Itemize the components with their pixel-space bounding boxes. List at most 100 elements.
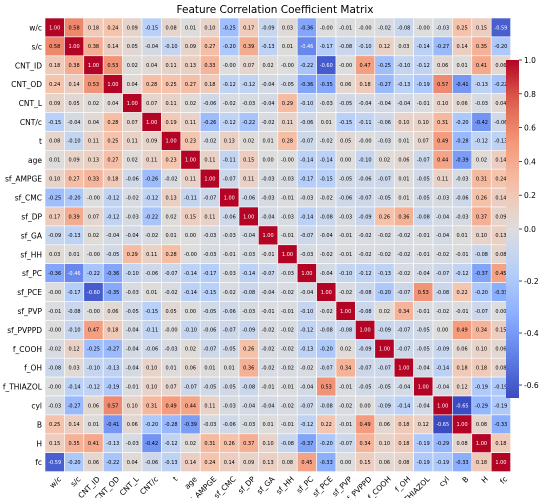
- cell-value-7-21: -0.39: [456, 158, 469, 164]
- cell-value-3-1: 0.14: [69, 82, 80, 88]
- cell-value-8-18: 0.01: [398, 176, 409, 182]
- cell-value-21-16: 0.49: [360, 422, 371, 428]
- cell-value-10-4: -0.03: [126, 214, 139, 220]
- y-tick-label-16: sf_PVPPD: [7, 326, 42, 335]
- y-tick-label-19: f_THIAZOL: [3, 383, 43, 392]
- y-tick-label-23: fc: [35, 458, 42, 467]
- x-tick-label-9: sf_CMC: [212, 475, 238, 498]
- cell-value-22-13: -0.37: [300, 441, 313, 447]
- cell-value-13-19: -0.04: [417, 271, 430, 277]
- cell-value-7-3: 0.27: [107, 158, 118, 164]
- cell-value-16-1: -0.10: [68, 328, 81, 334]
- cell-value-16-15: -0.08: [339, 328, 352, 334]
- cell-value-5-2: 0.04: [88, 120, 99, 126]
- cell-value-10-1: 0.39: [69, 214, 80, 220]
- cell-value-8-2: 0.33: [88, 176, 99, 182]
- x-tick-label-21: B: [460, 475, 470, 485]
- cell-value-13-6: -0.07: [165, 271, 178, 277]
- x-tick-label-5: CNT/c: [138, 475, 160, 497]
- cell-value-16-23: 0.15: [495, 328, 506, 334]
- cell-value-5-17: -0.06: [378, 120, 391, 126]
- cell-value-15-22: -0.07: [475, 309, 488, 315]
- cell-value-1-18: 0.03: [398, 44, 409, 50]
- cell-value-21-15: -0.01: [339, 422, 352, 428]
- cell-value-3-0: 0.24: [49, 82, 60, 88]
- cell-value-15-8: -0.05: [203, 309, 216, 315]
- cell-value-12-16: -0.02: [359, 252, 372, 258]
- cell-value-14-12: -0.02: [281, 290, 294, 296]
- cell-value-10-22: 0.37: [476, 214, 487, 220]
- cell-value-14-9: -0.02: [223, 290, 236, 296]
- cell-value-12-22: -0.08: [475, 252, 488, 258]
- cell-value-19-9: -0.05: [223, 384, 236, 390]
- cell-value-16-14: -0.08: [320, 328, 333, 334]
- cell-value-23-5: -0.06: [145, 460, 158, 466]
- cell-value-23-13: 0.45: [301, 460, 312, 466]
- cell-value-7-4: 0.02: [127, 158, 138, 164]
- cell-value-8-5: -0.26: [145, 176, 158, 182]
- cell-value-12-15: -0.01: [339, 252, 352, 258]
- cell-value-7-22: 0.02: [476, 158, 487, 164]
- cell-value-17-20: -0.09: [436, 347, 449, 353]
- cell-value-2-2: 1.00: [88, 63, 99, 69]
- cell-value-23-17: 0.06: [379, 460, 390, 466]
- cell-value-10-18: 0.36: [398, 214, 409, 220]
- cell-value-9-19: -0.05: [417, 195, 430, 201]
- cell-value-2-13: -0.22: [300, 63, 313, 69]
- cell-value-0-0: 1.00: [49, 25, 60, 31]
- cell-value-16-13: -0.12: [300, 328, 313, 334]
- cell-value-1-9: -0.20: [223, 44, 236, 50]
- cell-value-4-14: -0.03: [320, 101, 333, 107]
- cell-value-3-20: 0.57: [437, 82, 448, 88]
- cell-value-12-18: -0.02: [397, 252, 410, 258]
- cell-value-17-23: 0.06: [495, 347, 506, 353]
- cell-value-8-20: 0.11: [437, 176, 448, 182]
- cell-value-12-8: -0.03: [203, 252, 216, 258]
- y-tick-label-8: sf_AMPGE: [5, 175, 42, 184]
- cell-value-21-6: -0.28: [165, 422, 178, 428]
- cell-value-21-7: -0.39: [184, 422, 197, 428]
- cell-value-11-20: -0.04: [436, 233, 449, 239]
- cell-value-20-11: -0.04: [262, 403, 275, 409]
- cell-value-11-7: 0.00: [185, 233, 196, 239]
- cell-value-2-6: 0.11: [166, 63, 177, 69]
- cell-value-18-1: 0.03: [69, 365, 80, 371]
- cell-value-20-21: -0.65: [456, 403, 469, 409]
- cell-value-18-11: -0.02: [262, 365, 275, 371]
- cell-value-4-8: -0.06: [203, 101, 216, 107]
- cell-value-8-11: -0.03: [262, 176, 275, 182]
- cell-value-6-18: 0.01: [398, 139, 409, 145]
- cell-value-5-21: -0.20: [456, 120, 469, 126]
- cell-value-9-5: -0.12: [145, 195, 158, 201]
- cell-value-16-2: 0.47: [88, 328, 99, 334]
- cell-value-9-3: -0.12: [106, 195, 119, 201]
- cell-value-17-18: -0.07: [397, 347, 410, 353]
- cell-value-12-7: -0.00: [184, 252, 197, 258]
- cell-value-21-18: 0.18: [398, 422, 409, 428]
- cell-value-17-11: -0.02: [262, 347, 275, 353]
- cell-value-8-21: -0.03: [456, 176, 469, 182]
- cell-value-16-16: 1.00: [360, 328, 371, 334]
- cell-value-2-16: 0.47: [360, 63, 371, 69]
- cell-value-2-5: 0.04: [146, 63, 157, 69]
- cell-value-8-6: -0.02: [165, 176, 178, 182]
- cell-value-19-0: -0.00: [48, 384, 61, 390]
- y-tick-label-11: sf_GA: [21, 231, 43, 240]
- cell-value-21-1: 0.14: [69, 422, 80, 428]
- cell-value-4-6: 0.11: [166, 101, 177, 107]
- cell-value-1-16: -0.10: [359, 44, 372, 50]
- cell-value-9-11: -0.03: [262, 195, 275, 201]
- x-tick-label-10: sf_DP: [236, 474, 257, 495]
- cell-value-9-6: 0.13: [166, 195, 177, 201]
- cell-value-13-16: -0.12: [359, 271, 372, 277]
- x-tick-label-12: sf_HH: [274, 475, 296, 497]
- cell-value-15-16: -0.08: [359, 309, 372, 315]
- cell-value-0-13: -0.36: [300, 25, 313, 31]
- cell-value-19-16: -0.05: [359, 384, 372, 390]
- cell-value-5-9: -0.12: [223, 120, 236, 126]
- cell-value-7-23: 0.14: [495, 158, 506, 164]
- cell-value-21-13: -0.12: [300, 422, 313, 428]
- cell-value-3-22: -0.13: [475, 82, 488, 88]
- cell-value-4-20: 0.10: [437, 101, 448, 107]
- cell-value-15-14: -0.02: [320, 309, 333, 315]
